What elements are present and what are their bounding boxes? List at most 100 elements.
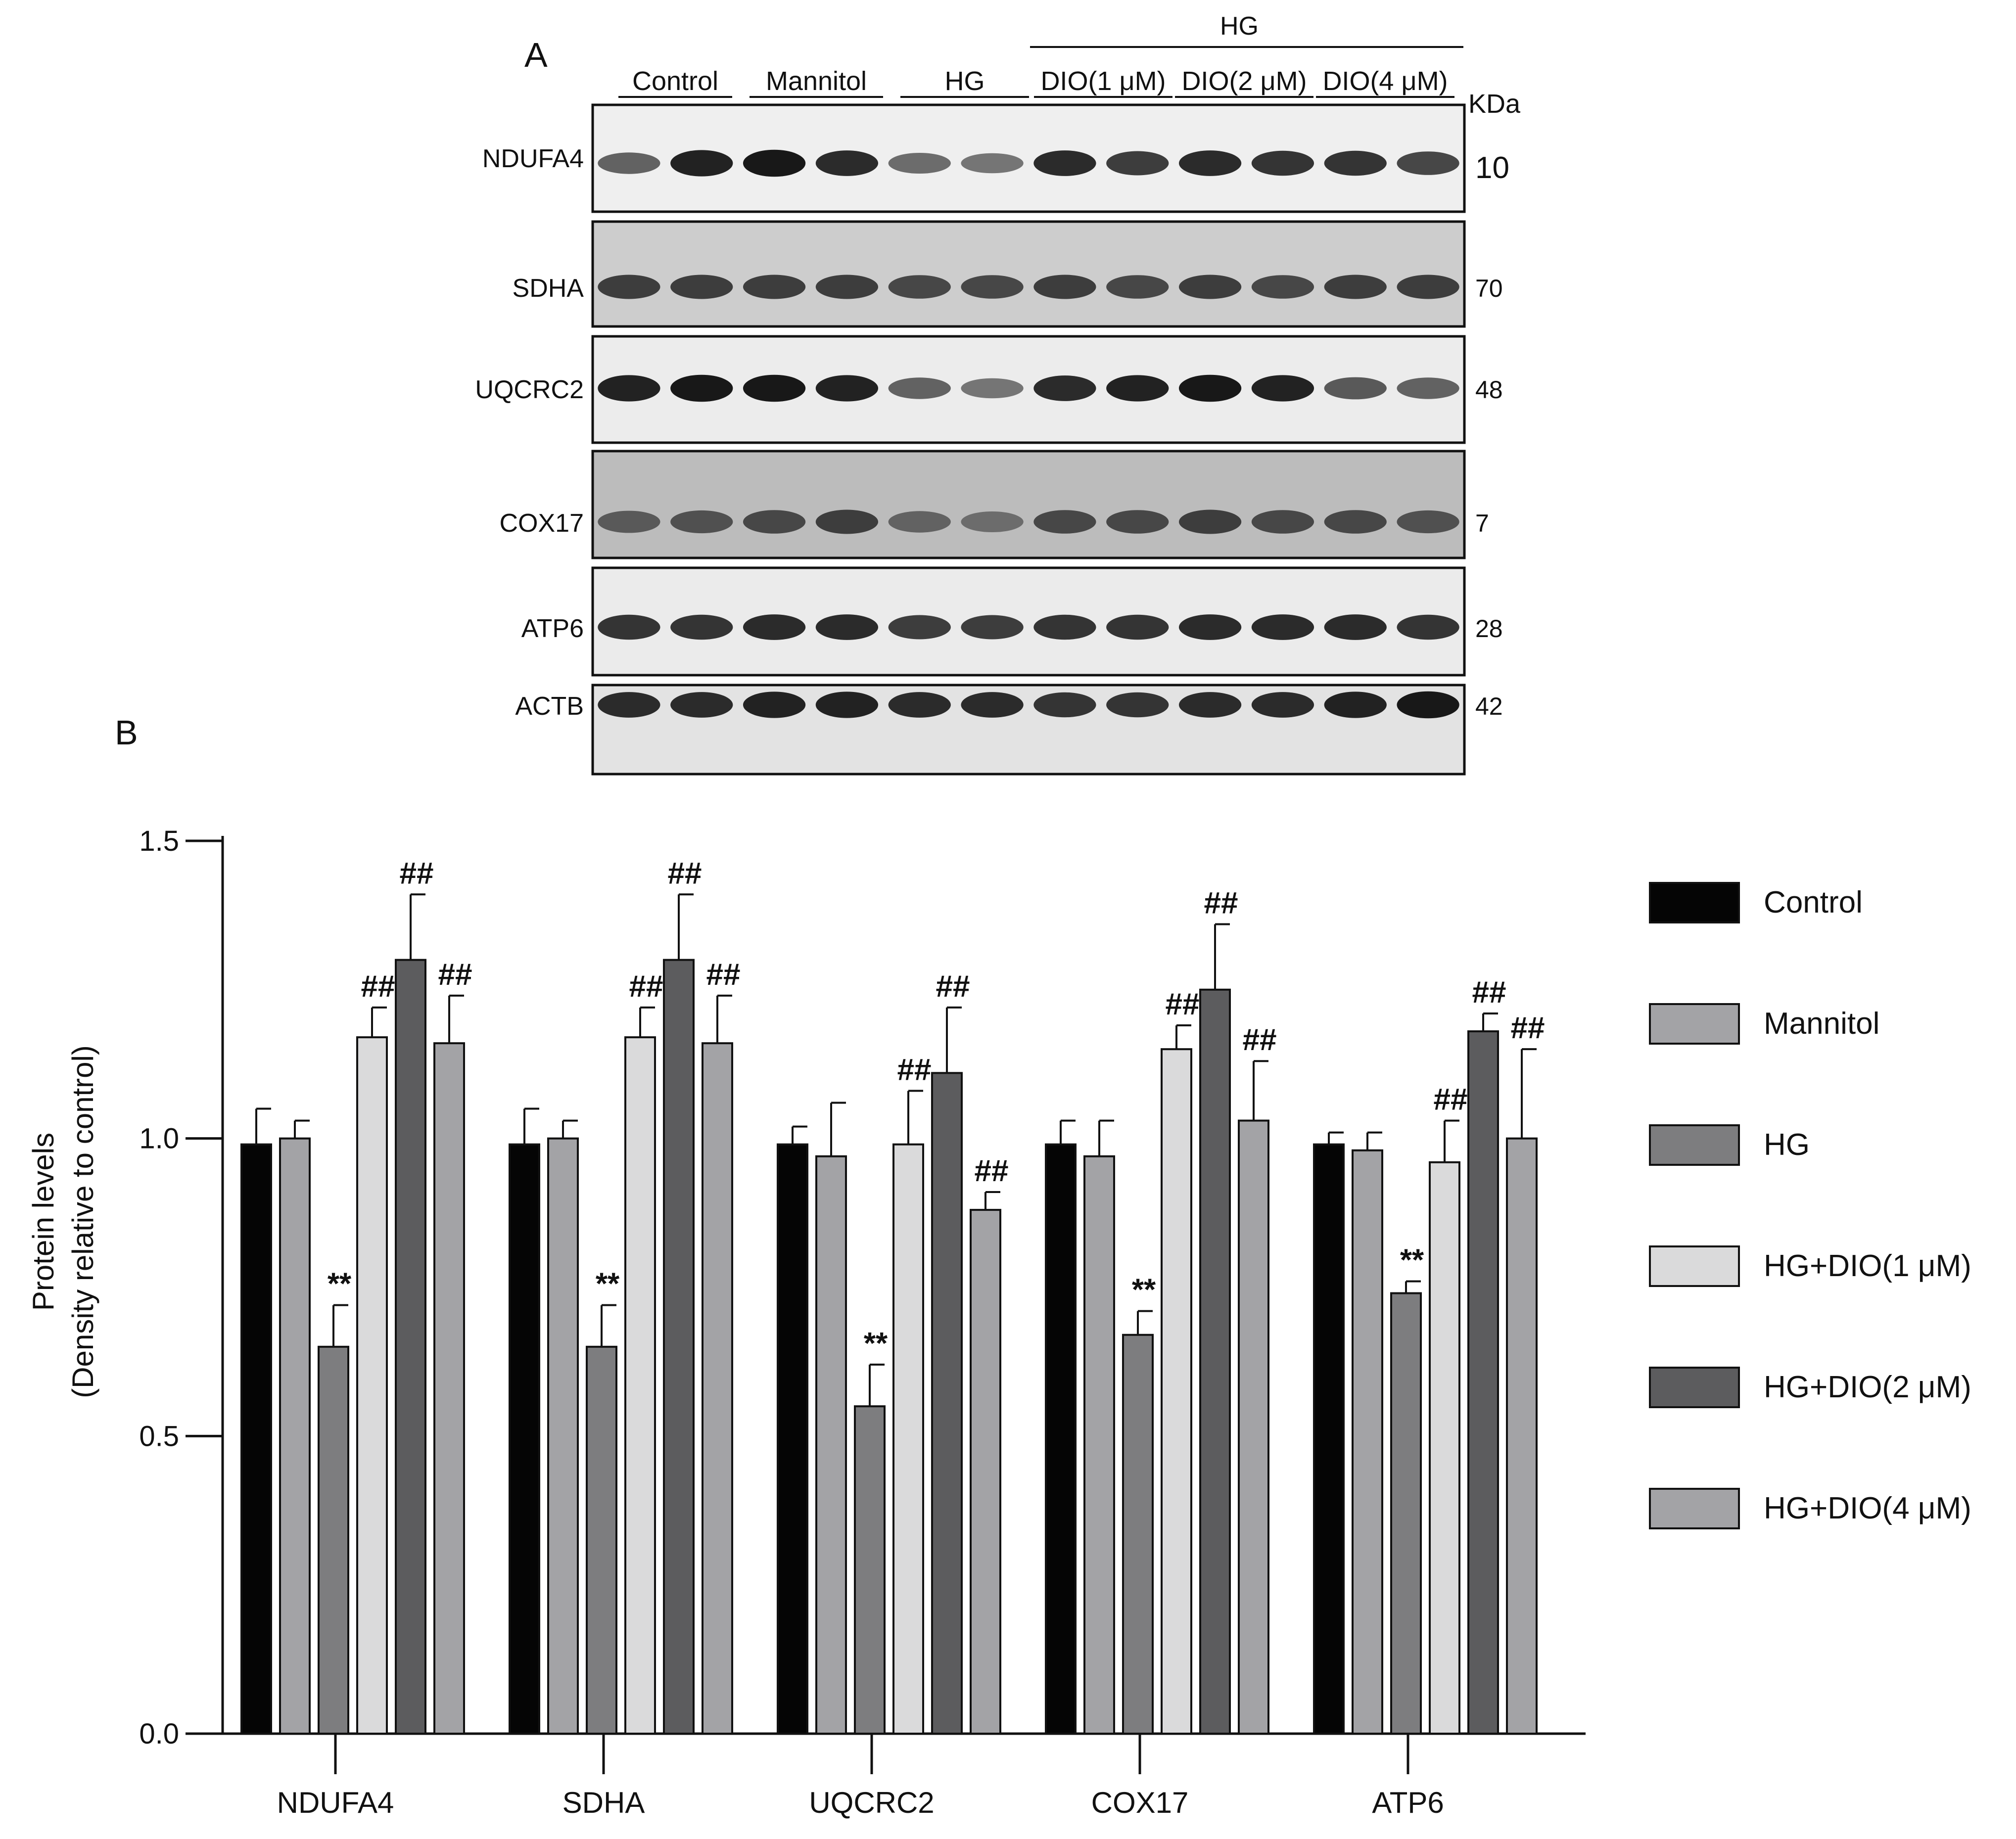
band [1033, 510, 1096, 534]
group-label: DIO(2 μM) [1181, 66, 1307, 96]
group-label: DIO(1 μM) [1040, 66, 1166, 96]
band [598, 275, 660, 299]
protein-label: ATP6 [521, 614, 584, 643]
legend-label: HG+DIO(4 μM) [1764, 1491, 1971, 1525]
blot-frame [591, 335, 1466, 444]
band [961, 692, 1024, 718]
blot-cox17: COX17 7 [499, 450, 1489, 559]
blots: NDUFA4 10 SDHA 70 UQCRC2 48 COX17 7 ATP6 28 ACTB 42 [475, 103, 1509, 776]
protein-label: ACTB [515, 692, 584, 721]
significance-mark: ** [596, 1267, 620, 1301]
significance-mark: ## [1472, 975, 1506, 1010]
y-tick-label: 1.0 [139, 1123, 179, 1155]
protein-label: SDHA [513, 274, 584, 303]
bar [702, 1042, 733, 1735]
x-tick-label: UQCRC2 [809, 1786, 934, 1819]
blot-frame [591, 103, 1466, 213]
band [961, 153, 1024, 174]
band [1397, 691, 1459, 719]
bar [433, 1042, 465, 1735]
legend-item: HG+DIO(2 μM) [1649, 1367, 1971, 1408]
band [670, 374, 733, 402]
legend-item: Mannitol [1649, 1003, 1879, 1045]
y-axis: 0.0 0.5 1.0 1.5 [139, 825, 224, 1750]
x-tick-label: COX17 [1091, 1786, 1189, 1819]
significance-mark: ** [864, 1327, 888, 1361]
bar [624, 1036, 656, 1735]
blot-frame [591, 566, 1466, 677]
band [1397, 151, 1459, 175]
band [743, 374, 806, 402]
kda-value: 48 [1475, 376, 1503, 404]
y-tick-label: 1.5 [139, 825, 179, 857]
legend-swatch [1649, 1367, 1740, 1408]
significance-mark: ## [897, 1053, 932, 1087]
blot-frame [591, 684, 1466, 776]
hg-bracket: HG [1030, 12, 1463, 48]
protein-label: UQCRC2 [475, 375, 584, 404]
bar [1352, 1149, 1383, 1735]
bar [1199, 988, 1231, 1735]
band [598, 614, 660, 640]
band [815, 275, 879, 299]
significance-mark: ## [936, 969, 970, 1004]
bar [586, 1345, 617, 1735]
band [1178, 614, 1242, 640]
bars: **######**######**######**######**###### [240, 856, 1545, 1735]
bar [854, 1405, 886, 1735]
band [815, 150, 879, 176]
group-label: Control [632, 66, 718, 96]
legend-item: HG+DIO(1 μM) [1649, 1245, 1971, 1287]
significance-mark: ## [629, 969, 663, 1004]
significance-mark: ** [1400, 1243, 1424, 1277]
legend-swatch [1649, 882, 1740, 923]
band [888, 692, 951, 718]
significance-mark: ## [1166, 987, 1200, 1021]
legend-swatch [1649, 1124, 1740, 1166]
band [1106, 151, 1169, 176]
band [888, 275, 951, 299]
band [1106, 510, 1169, 534]
x-tick-label: NDUFA4 [277, 1786, 394, 1819]
kda-value: 42 [1475, 692, 1503, 720]
significance-mark: ## [400, 856, 434, 890]
y-axis-title-line2: (Density relative to control) [66, 1045, 99, 1398]
protein-label: NDUFA4 [482, 144, 584, 173]
band [670, 692, 733, 718]
y-tick-label: 0.0 [139, 1718, 179, 1750]
band [670, 275, 733, 299]
band [1178, 692, 1242, 718]
band [1397, 510, 1459, 534]
group-labels: Control Mannitol HG DIO(1 μM) DIO(2 μM) DIO(4… [618, 66, 1454, 98]
bar [547, 1137, 579, 1735]
y-axis-title-line1: Protein levels [27, 1133, 60, 1311]
bar [1161, 1048, 1192, 1735]
band [1033, 375, 1096, 401]
bar [1313, 1143, 1345, 1735]
kda-value: 70 [1475, 275, 1503, 302]
band [1178, 275, 1242, 299]
x-tick-label: ATP6 [1372, 1786, 1444, 1819]
band [961, 615, 1024, 640]
band [961, 378, 1024, 399]
band [1251, 692, 1314, 718]
band [1033, 614, 1096, 640]
band [888, 615, 951, 640]
blot-frame [591, 220, 1466, 328]
band [1033, 150, 1096, 176]
legend-item: Control [1649, 882, 1863, 923]
band [598, 152, 660, 174]
legend: Control Mannitol HG HG+DIO(1 μM) HG+DIO(2 μM… [1649, 882, 1971, 1529]
blot-frame [591, 450, 1466, 559]
bar [815, 1155, 847, 1735]
significance-mark: ## [438, 958, 472, 992]
group-label: HG [945, 66, 985, 96]
bar [1390, 1292, 1422, 1735]
y-tick-label: 0.5 [139, 1420, 179, 1452]
bar [931, 1072, 963, 1735]
band [1324, 275, 1387, 299]
band [670, 614, 733, 640]
band [1251, 614, 1314, 640]
band [1324, 510, 1387, 534]
bar [892, 1143, 924, 1735]
